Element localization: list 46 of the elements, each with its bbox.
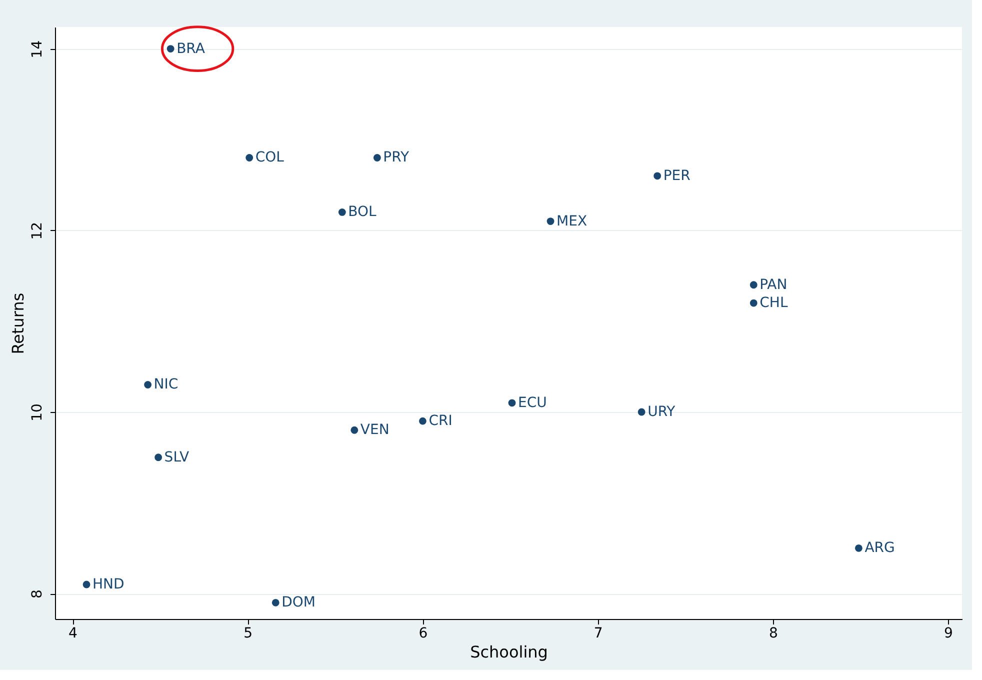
annotation: CRI (428, 413, 452, 430)
x-tick-label: 9 (944, 626, 953, 642)
point (750, 281, 758, 289)
y-tick-label: 8 (30, 590, 46, 599)
annotation: URY (648, 404, 676, 420)
annotation: COL (255, 150, 284, 166)
annotation: PER (663, 168, 691, 184)
point (144, 381, 152, 388)
point (82, 580, 90, 588)
point (350, 426, 358, 434)
point (373, 154, 381, 162)
annotation: CHL (760, 295, 788, 312)
y-axis-title: Returns (8, 292, 28, 354)
annotation: SLV (164, 449, 190, 466)
y-tick-label: 14 (30, 40, 46, 58)
x-tick-label: 7 (594, 626, 603, 642)
annotation: BRA (176, 40, 206, 57)
point (750, 299, 758, 307)
point (546, 218, 554, 226)
annotation: DOM (282, 594, 316, 611)
point (418, 417, 426, 425)
x-tick-label: 4 (68, 626, 78, 642)
y-tick-label: 12 (30, 222, 46, 240)
annotation: HND (92, 576, 124, 592)
annotation: VEN (360, 422, 390, 438)
x-tick-label: 8 (768, 626, 778, 642)
annotation: ARG (864, 540, 895, 556)
annotation: NIC (154, 376, 178, 393)
annotation: PRY (383, 150, 410, 166)
x-axis-title: Schooling (470, 642, 548, 662)
x-tick-label: 5 (244, 626, 253, 642)
y-tick-label: 10 (30, 404, 46, 422)
point (854, 544, 862, 552)
point (154, 454, 162, 462)
x-tick-label: 6 (418, 626, 428, 642)
point (246, 154, 254, 162)
point (272, 598, 280, 606)
point (654, 172, 662, 180)
point (638, 408, 646, 416)
annotation: MEX (556, 213, 588, 230)
point (338, 208, 346, 216)
point (508, 399, 516, 407)
annotation: PAN (760, 276, 788, 293)
annotation: ECU (518, 394, 547, 411)
point (166, 45, 174, 52)
annotation: BOL (348, 204, 377, 220)
